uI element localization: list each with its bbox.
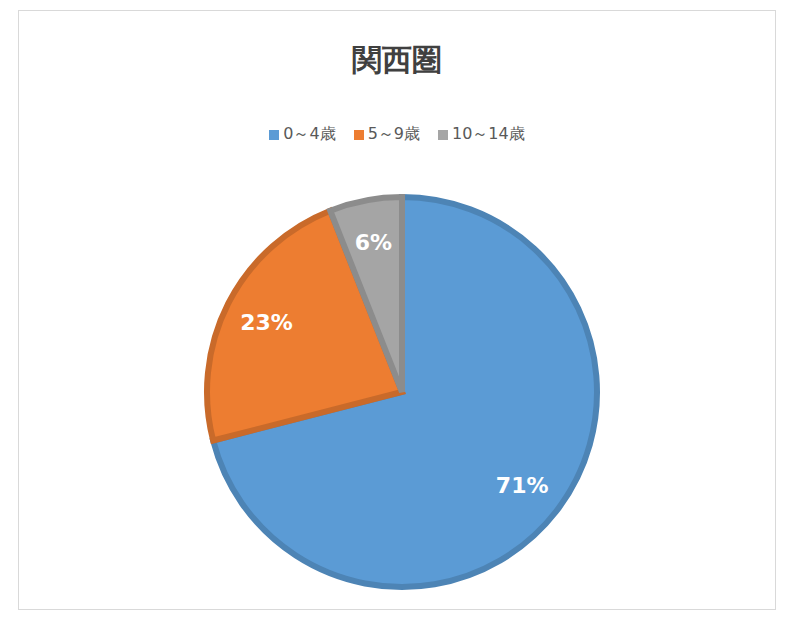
html-text:10～14歳: 10～14歳 — [452, 124, 525, 143]
svg-text:71%: 71% — [496, 473, 549, 498]
html-text:5～9歳: 5～9歳 — [367, 124, 420, 143]
html-text:0～4歳: 0～4歳 — [283, 124, 336, 143]
svg-text:6%: 6% — [355, 230, 392, 255]
html-text:関西圏: 関西圏 — [352, 42, 442, 77]
svg-text:23%: 23% — [240, 310, 293, 335]
